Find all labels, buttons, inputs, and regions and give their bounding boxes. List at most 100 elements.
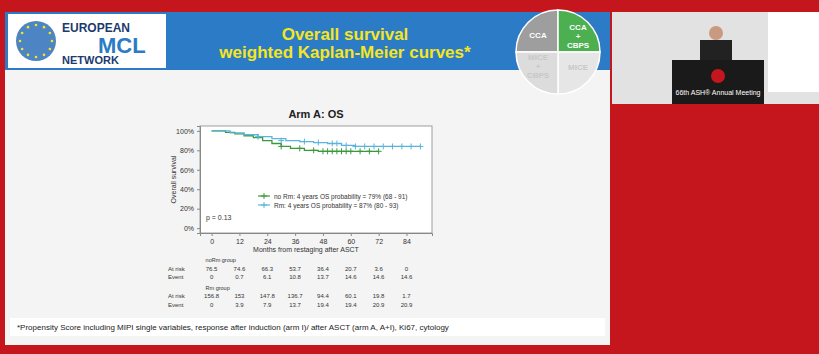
risk-value: 0	[210, 302, 214, 308]
censor-mark	[408, 143, 414, 149]
y-tick-mark	[197, 228, 200, 229]
podium-logo	[711, 69, 725, 83]
video-screen	[768, 12, 819, 92]
risk-value: 0	[210, 274, 214, 280]
x-tick-mark	[295, 233, 296, 236]
slide-body	[5, 12, 610, 345]
x-tick: 0	[210, 233, 214, 245]
y-tick-label: 100%	[176, 128, 194, 135]
x-tick-mark	[323, 233, 324, 236]
censor-mark	[278, 143, 284, 149]
x-tick-mark	[406, 233, 407, 236]
censor-mark	[376, 148, 382, 154]
logo-star	[27, 54, 30, 57]
risk-value: 19.8	[373, 293, 385, 299]
x-tick: 72	[375, 233, 383, 245]
censor-mark	[348, 148, 354, 154]
risk-value: 3.9	[235, 302, 244, 308]
risk-value: 53.7	[289, 266, 301, 272]
risk-value: 60.1	[345, 293, 357, 299]
y-tick: 0%	[184, 225, 200, 232]
footnote-box	[10, 318, 605, 336]
censor-mark	[380, 143, 386, 149]
slide-title: Overall survival	[282, 25, 409, 44]
speaker-head	[709, 26, 723, 40]
legend-marker	[261, 202, 267, 208]
wheel-segment	[516, 52, 558, 94]
logo-star	[21, 32, 24, 35]
x-tick: 36	[292, 233, 300, 245]
legend-label: Rm: 4 years OS probability = 87% (80 - 9…	[274, 202, 398, 210]
logo-star	[35, 24, 38, 27]
risk-value: 66.3	[261, 266, 273, 272]
risk-group-label: Rm group	[206, 285, 230, 291]
risk-value: 10.8	[289, 274, 301, 280]
risk-value: 153	[234, 293, 245, 299]
legend-label: no Rm: 4 years OS probability = 79% (68 …	[274, 193, 408, 201]
y-tick-mark	[197, 131, 200, 132]
wheel-label: MICE	[568, 63, 589, 72]
y-axis-title: Overall survival	[170, 155, 177, 203]
censor-mark	[417, 143, 423, 149]
wheel-segment	[558, 52, 600, 94]
x-axis-line	[201, 234, 433, 237]
censor-mark	[357, 148, 363, 154]
y-tick-label: 80%	[180, 147, 194, 154]
censor-mark	[371, 143, 377, 149]
logo-star	[19, 40, 22, 43]
slide-screenshot: EUROPEANMCLNETWORKOverall survivalweight…	[0, 0, 819, 354]
risk-value: 74.6	[234, 266, 246, 272]
x-axis-title: Months from restaging after ASCT	[253, 246, 360, 254]
logo-star	[21, 48, 24, 51]
logo-star	[27, 26, 30, 29]
risk-value: 14.6	[373, 274, 385, 280]
risk-value: 147.8	[260, 293, 276, 299]
censor-mark	[352, 143, 358, 149]
logo-box	[8, 14, 166, 68]
x-tick-label: 48	[320, 238, 328, 245]
wheel-label: MICE+CBPS	[527, 53, 550, 80]
risk-value: 0	[405, 266, 409, 272]
x-tick-label: 60	[347, 238, 355, 245]
censor-mark	[301, 139, 307, 145]
y-tick-label: 40%	[180, 186, 194, 193]
y-tick-label: 60%	[180, 167, 194, 174]
y-tick: 100%	[176, 128, 200, 135]
plot-marks	[212, 131, 424, 154]
x-tick: 48	[320, 233, 328, 245]
km-curve	[212, 131, 421, 147]
x-tick-mark	[351, 233, 352, 236]
logo-star	[51, 40, 54, 43]
logo-star	[43, 54, 46, 57]
risk-value: 7.9	[263, 302, 272, 308]
y-tick-mark	[197, 170, 200, 171]
censor-mark	[311, 147, 317, 153]
wheel-label: CCA+CBPS	[567, 23, 590, 50]
censor-mark	[315, 140, 321, 146]
y-tick-label: 0%	[184, 225, 194, 232]
video-panel	[612, 12, 819, 104]
podium	[672, 60, 764, 104]
plot-frame	[200, 126, 432, 233]
risk-value: 13.7	[317, 274, 329, 280]
background	[0, 0, 819, 354]
risk-value: 20.7	[345, 266, 357, 272]
x-tick-label: 72	[375, 238, 383, 245]
y-tick: 40%	[180, 186, 200, 193]
risk-value: 14.6	[345, 274, 357, 280]
x-tick: 84	[403, 233, 411, 245]
logo-star	[43, 26, 46, 29]
risk-value: 136.7	[288, 293, 304, 299]
risk-value: 94.4	[317, 293, 329, 299]
x-tick: 60	[347, 233, 355, 245]
y-tick-label: 20%	[180, 205, 194, 212]
y-tick: 80%	[180, 147, 200, 154]
legend: no Rm: 4 years OS probability = 79% (68 …	[258, 193, 408, 210]
x-tick-label: 12	[236, 238, 244, 245]
annotation: p = 0.13	[206, 214, 232, 222]
risk-row-label: At risk	[168, 266, 186, 272]
y-axis-line	[197, 127, 201, 234]
wheel-segment	[558, 10, 600, 52]
censor-mark	[255, 134, 261, 140]
censor-mark	[278, 138, 284, 144]
